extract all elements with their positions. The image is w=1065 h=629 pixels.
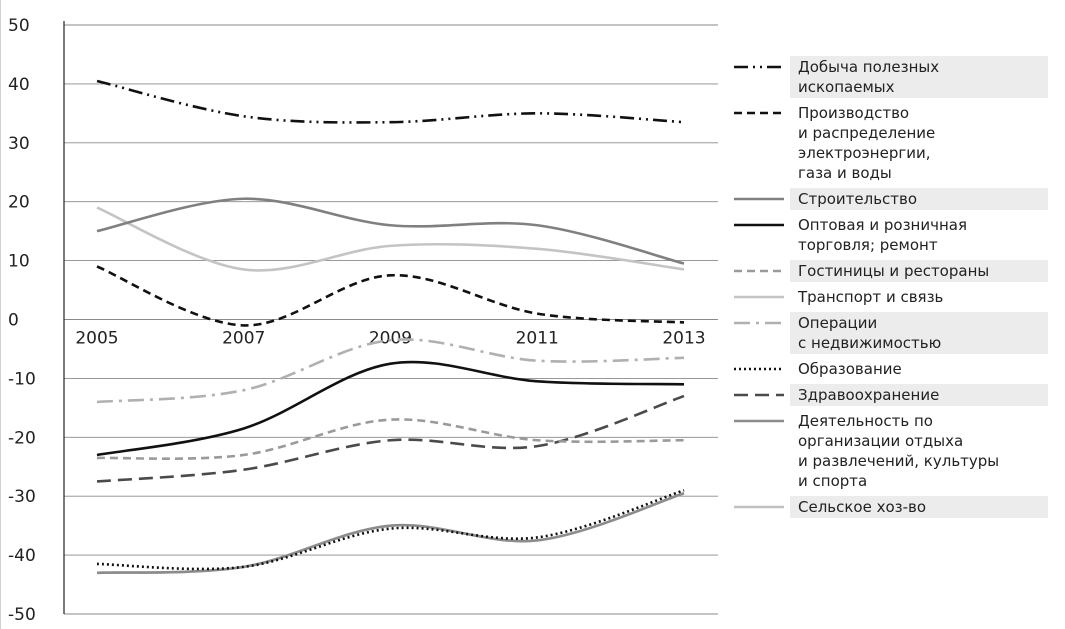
legend-label: Сельское хоз-во (790, 496, 1048, 518)
series-line-7 (96, 489, 685, 571)
legend-label: Здравоохранение (790, 384, 1048, 406)
legend-item: Транспорт и связь (728, 286, 1048, 308)
series-line-4 (96, 418, 685, 460)
legend-label: Гостиницы и рестораны (790, 260, 1048, 282)
series-line-1 (96, 265, 685, 327)
legend-swatch (734, 223, 784, 227)
legend-swatch (734, 197, 784, 201)
y-tick-label: -20 (8, 428, 36, 448)
legend-item: Гостиницы и рестораны (728, 260, 1048, 282)
legend-label: Транспорт и связь (798, 288, 944, 306)
x-tick-label: 2005 (75, 329, 118, 349)
legend-item: Операции с недвижимостью (728, 312, 1048, 354)
y-tick-label: 40 (8, 75, 30, 95)
x-tick-label: 2007 (222, 329, 265, 349)
legend-label: Производство и распределение электроэнер… (798, 104, 936, 182)
legend-item: Строительство (728, 188, 1048, 210)
series-line-2 (96, 197, 685, 265)
legend-swatch (734, 65, 784, 69)
series-line-8 (96, 394, 685, 483)
legend-swatch (734, 419, 784, 423)
series-line-5 (96, 206, 685, 272)
y-tick-label: 50 (8, 16, 30, 36)
y-tick-label: -50 (8, 605, 36, 625)
legend-swatch (734, 367, 784, 371)
series-line-9 (96, 492, 685, 575)
legend-swatch (734, 505, 784, 509)
y-tick-label: -10 (8, 369, 36, 389)
y-axis: 50 40 30 20 10 0 -10 -20 -30 -40 -50 (8, 16, 65, 625)
legend: Добыча полезных ископаемых Производство и… (728, 56, 1048, 522)
legend-item: Здравоохранение (728, 384, 1048, 406)
x-tick-label: 2013 (662, 329, 705, 349)
legend-label: Деятельность по организации отдыха и раз… (798, 412, 1000, 490)
legend-item: Оптовая и розничная торговля; ремонт (728, 214, 1048, 256)
legend-item: Добыча полезных ископаемых (728, 56, 1048, 98)
legend-label: Операции с недвижимостью (790, 312, 1048, 354)
x-tick-label: 2009 (369, 329, 412, 349)
y-tick-label: 10 (8, 252, 30, 272)
legend-item: Образование (728, 358, 1048, 380)
series-line-10 (96, 492, 685, 575)
legend-swatch (734, 111, 784, 115)
legend-label: Образование (798, 360, 902, 378)
y-tick-label: -40 (8, 546, 36, 566)
legend-item: Производство и распределение электроэнер… (728, 102, 1048, 184)
legend-label: Добыча полезных ископаемых (790, 56, 1048, 98)
y-tick-label: 30 (8, 134, 30, 154)
x-tick-label: 2011 (516, 329, 559, 349)
y-tick-label: -30 (8, 487, 36, 507)
gridlines (64, 24, 718, 615)
legend-swatch (734, 321, 784, 325)
series-lines (96, 79, 685, 575)
y-tick-label: 0 (8, 311, 19, 331)
legend-label: Строительство (790, 188, 1048, 210)
y-tick-label: 20 (8, 193, 30, 213)
legend-swatch (734, 295, 784, 299)
series-line-6 (96, 338, 685, 404)
legend-swatch (734, 269, 784, 273)
legend-swatch (734, 393, 784, 397)
legend-item: Деятельность по организации отдыха и раз… (728, 410, 1048, 492)
legend-item: Сельское хоз-во (728, 496, 1048, 518)
x-axis: 2005 2007 2009 2011 2013 (75, 329, 705, 349)
series-line-0 (96, 79, 685, 124)
series-line-3 (96, 360, 685, 457)
legend-label: Оптовая и розничная торговля; ремонт (798, 216, 967, 254)
